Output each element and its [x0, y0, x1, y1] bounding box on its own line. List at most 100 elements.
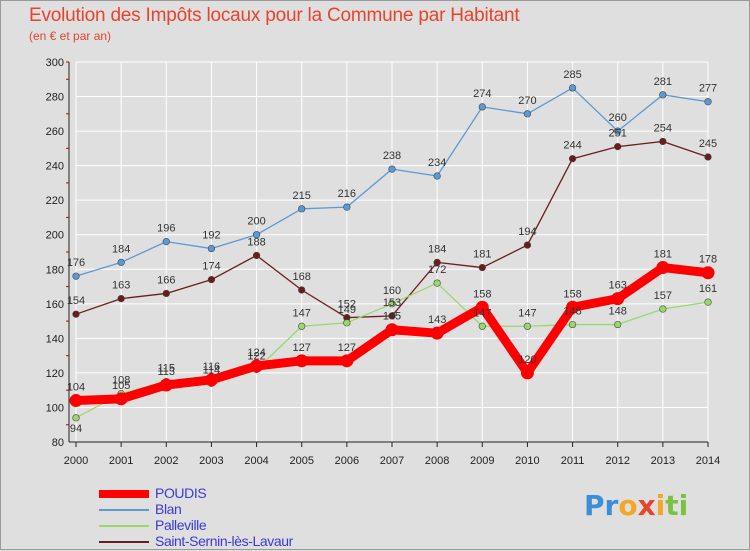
data-label-poudis-2006: 127 [338, 342, 356, 354]
data-label-poudis-2013: 181 [654, 249, 672, 261]
y-tick-label-280: 280 [46, 92, 64, 104]
point-saint-sernin-l-s-lavaur-2000 [72, 310, 80, 318]
point-blan-2007 [388, 165, 396, 173]
point-poudis-2000 [69, 394, 83, 408]
legend-swatch-blan [99, 509, 149, 511]
logo-letter-4: i [655, 489, 666, 522]
data-label-blan-2011: 285 [563, 69, 581, 81]
point-blan-2008 [433, 172, 441, 180]
legend-item-blan[interactable]: Blan [99, 501, 359, 518]
point-blan-2005 [298, 205, 306, 213]
point-blan-2011 [568, 84, 577, 92]
data-label-blan-2012: 260 [609, 112, 627, 124]
data-label-saint-sernin-l-s-lavaur-2011: 244 [563, 140, 581, 152]
data-label-poudis-2004: 124 [247, 347, 265, 359]
data-label-saint-sernin-l-s-lavaur-2001: 163 [112, 280, 130, 292]
data-label-palleville-2012: 148 [609, 306, 627, 318]
data-label-poudis-2007: 145 [383, 311, 401, 323]
point-poudis-2012 [611, 292, 625, 306]
point-saint-sernin-l-s-lavaur-2012 [614, 143, 622, 151]
point-blan-2006 [343, 203, 351, 211]
data-label-palleville-2007: 160 [383, 285, 401, 297]
data-label-palleville-2008: 172 [428, 264, 446, 276]
data-label-saint-sernin-l-s-lavaur-2009: 181 [473, 249, 491, 261]
data-label-palleville-2010: 147 [518, 307, 536, 319]
logo-letter-2: o [618, 489, 638, 522]
point-poudis-2010 [520, 366, 534, 380]
x-tick-label-2009: 2009 [470, 455, 494, 467]
legend-item-poudis[interactable]: POUDIS [99, 485, 359, 502]
point-saint-sernin-l-s-lavaur-2003 [207, 276, 216, 284]
data-label-poudis-2001: 105 [112, 380, 130, 392]
point-palleville-2000 [72, 414, 80, 422]
point-saint-sernin-l-s-lavaur-2008 [433, 258, 441, 266]
data-label-saint-sernin-l-s-lavaur-2012: 251 [609, 128, 627, 140]
data-label-blan-2014: 277 [699, 83, 717, 95]
x-tick-label-2005: 2005 [289, 455, 313, 467]
y-tick-label-120: 120 [46, 368, 64, 380]
data-label-saint-sernin-l-s-lavaur-2000: 154 [67, 295, 85, 307]
chart-title: Evolution des Impôts locaux pour la Comm… [29, 5, 520, 26]
data-label-saint-sernin-l-s-lavaur-2008: 184 [428, 243, 446, 255]
data-label-saint-sernin-l-s-lavaur-2002: 166 [157, 274, 175, 286]
legend-label-poudis: POUDIS [155, 485, 207, 501]
y-tick-label-140: 140 [46, 333, 64, 345]
point-saint-sernin-l-s-lavaur-2002 [162, 289, 170, 298]
data-label-saint-sernin-l-s-lavaur-2006: 152 [338, 299, 356, 311]
legend-label-blan: Blan [155, 501, 182, 517]
data-label-blan-2005: 215 [293, 190, 311, 202]
data-label-saint-sernin-l-s-lavaur-2005: 168 [293, 271, 311, 283]
data-label-palleville-2009: 147 [473, 307, 491, 319]
legend: POUDIS Blan Palleville Saint-Sernin-lès-… [99, 485, 359, 550]
point-blan-2004 [252, 231, 261, 239]
point-poudis-2011 [566, 300, 580, 314]
point-poudis-2006 [340, 354, 354, 368]
data-label-poudis-2008: 143 [428, 314, 446, 326]
data-label-palleville-2002: 115 [158, 363, 176, 375]
point-poudis-2001 [114, 392, 128, 406]
data-label-blan-2000: 176 [67, 257, 85, 269]
data-label-blan-2006: 216 [338, 188, 356, 200]
legend-item-saint-sernin[interactable]: Saint-Sernin-lès-Lavaur [99, 533, 359, 550]
data-label-palleville-2014: 161 [699, 283, 717, 295]
data-label-poudis-2014: 178 [699, 254, 717, 266]
x-tick-label-2012: 2012 [605, 455, 629, 467]
data-label-blan-2009: 274 [473, 88, 491, 100]
legend-label-saint-sernin: Saint-Sernin-lès-Lavaur [155, 533, 293, 549]
point-blan-2012 [614, 127, 622, 135]
point-saint-sernin-l-s-lavaur-2004 [252, 251, 261, 260]
y-tick-label-300: 300 [46, 57, 64, 69]
logo-letter-3: x [637, 489, 656, 522]
point-palleville-2014 [704, 298, 712, 306]
data-label-palleville-2001: 108 [112, 375, 130, 387]
point-palleville-2010 [523, 322, 532, 330]
x-tick-label-2001: 2001 [109, 455, 133, 467]
logo-letter-6: i [678, 489, 689, 522]
x-tick-label-2011: 2011 [561, 455, 585, 467]
point-poudis-2002 [159, 378, 173, 392]
data-label-poudis-2000: 104 [67, 382, 85, 394]
data-label-blan-2002: 196 [157, 223, 175, 235]
data-label-palleville-2013: 157 [654, 290, 672, 302]
point-saint-sernin-l-s-lavaur-2007 [388, 312, 396, 320]
x-tick-label-2014: 2014 [696, 455, 720, 467]
data-label-saint-sernin-l-s-lavaur-2007: 153 [383, 297, 401, 309]
x-tick-label-2003: 2003 [199, 455, 223, 467]
data-label-palleville-2003: 114 [203, 364, 221, 376]
legend-label-palleville: Palleville [155, 517, 207, 533]
chart-subtitle: (en € et par an) [29, 29, 112, 43]
point-saint-sernin-l-s-lavaur-2009 [478, 263, 486, 272]
proxiti-logo: Proxiti [584, 489, 688, 522]
x-tick-label-2007: 2007 [380, 455, 404, 467]
x-tick-label-2008: 2008 [425, 455, 449, 467]
point-palleville-2008 [433, 279, 441, 287]
legend-swatch-palleville [99, 525, 149, 527]
point-saint-sernin-l-s-lavaur-2010 [523, 241, 532, 249]
legend-item-palleville[interactable]: Palleville [99, 517, 359, 534]
data-label-blan-2003: 192 [202, 230, 220, 242]
data-label-palleville-2005: 147 [293, 307, 311, 319]
y-tick-label-100: 100 [46, 402, 64, 414]
point-blan-2000 [72, 272, 80, 280]
